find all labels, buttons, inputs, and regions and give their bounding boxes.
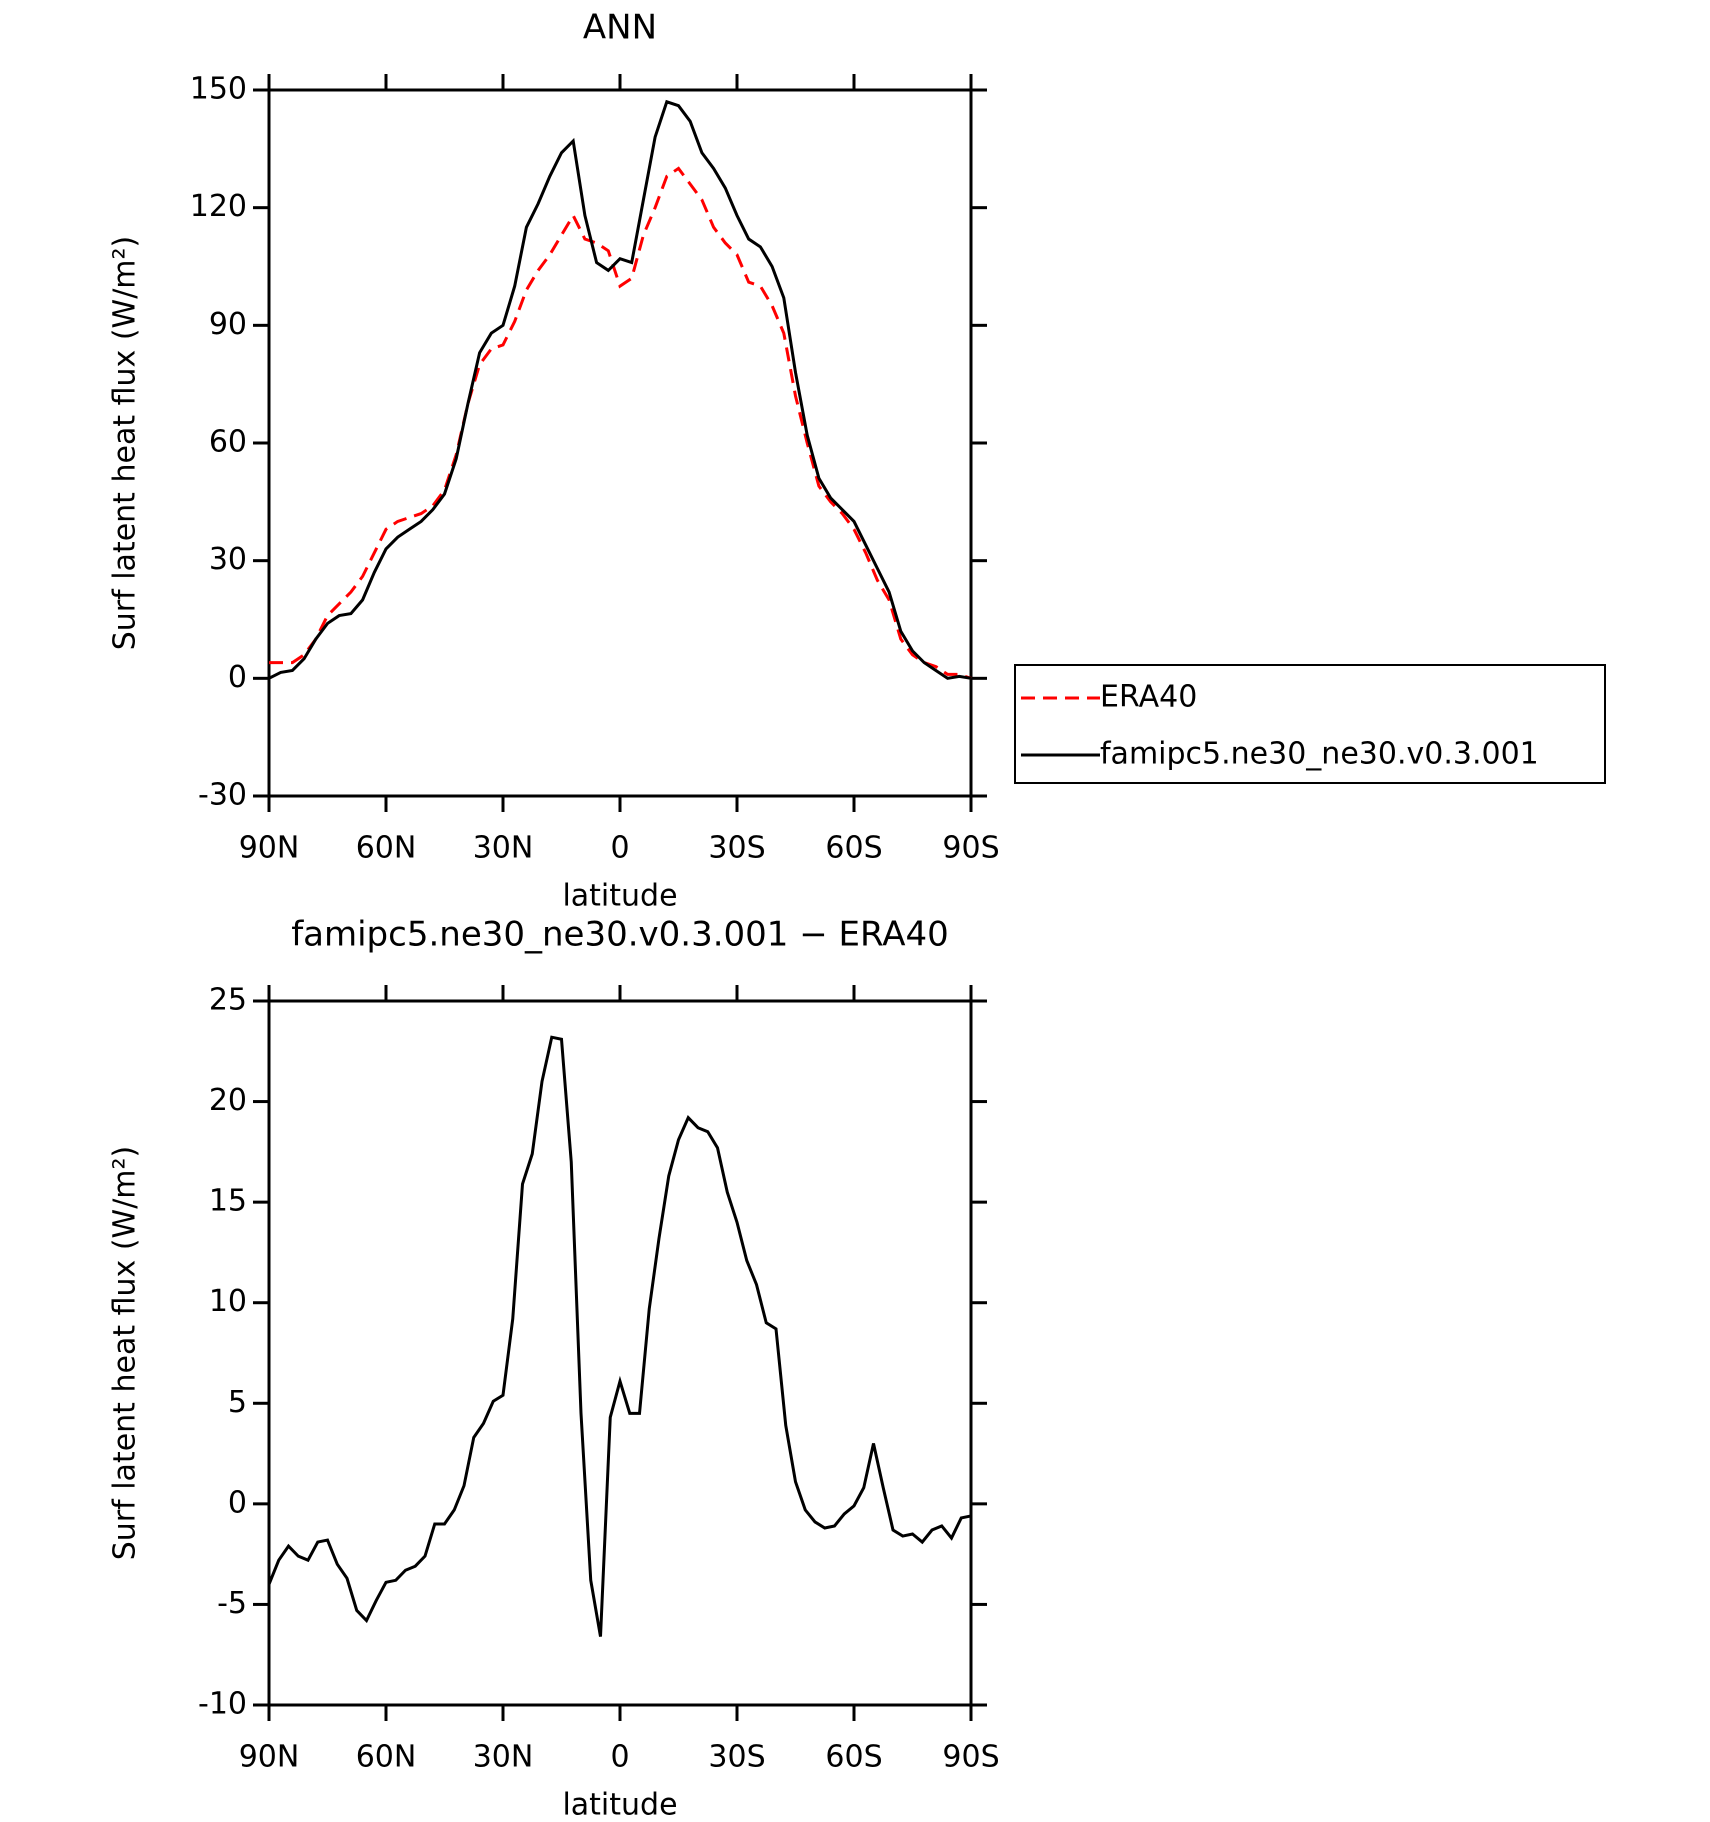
legend-label: ERA40 xyxy=(1100,680,1197,715)
x-axis-label: latitude xyxy=(562,879,677,914)
x-tick-label: 0 xyxy=(610,1740,629,1775)
x-axis-label: latitude xyxy=(562,1788,677,1822)
x-tick-label: 30N xyxy=(473,1740,534,1775)
y-tick-label: 20 xyxy=(209,1083,247,1118)
x-tick-label: 90S xyxy=(942,1740,999,1775)
x-tick-label: 90N xyxy=(239,1740,300,1775)
y-tick-label: 30 xyxy=(209,542,247,577)
y-tick-label: 0 xyxy=(228,660,247,695)
legend-label: famipc5.ne30_ne30.v0.3.001 xyxy=(1100,737,1539,772)
data-line xyxy=(269,166,972,680)
y-tick-label: 25 xyxy=(209,983,247,1018)
chart-title: famipc5.ne30_ne30.v0.3.001 − ERA40 xyxy=(291,915,949,955)
y-axis-label: Surf latent heat flux (W/m²) xyxy=(108,236,143,651)
x-tick-label: 0 xyxy=(610,831,629,866)
x-tick-label: 60N xyxy=(356,1740,417,1775)
y-tick-label: 60 xyxy=(209,425,247,460)
x-tick-label: 30S xyxy=(708,1740,765,1775)
x-tick-label: 60S xyxy=(825,1740,882,1775)
y-tick-label: 15 xyxy=(209,1184,247,1219)
y-axis-label: Surf latent heat flux (W/m²) xyxy=(108,1146,143,1561)
y-tick-label: 10 xyxy=(209,1284,247,1319)
x-tick-label: 90S xyxy=(942,831,999,866)
y-tick-label: 120 xyxy=(190,189,247,224)
y-tick-label: 90 xyxy=(209,307,247,342)
y-tick-label: 5 xyxy=(228,1385,247,1420)
y-tick-label: 0 xyxy=(228,1485,247,1520)
x-tick-label: 60N xyxy=(356,831,417,866)
x-tick-label: 30S xyxy=(708,831,765,866)
y-tick-label: 150 xyxy=(190,72,247,107)
plot-frame xyxy=(267,999,973,1707)
legend-box xyxy=(1014,664,1606,784)
y-tick-label: -30 xyxy=(198,778,247,813)
plot-frame xyxy=(267,88,973,798)
data-line xyxy=(268,99,972,680)
x-tick-label: 90N xyxy=(239,831,300,866)
y-tick-label: -5 xyxy=(217,1586,247,1621)
chart-title: ANN xyxy=(583,8,657,48)
y-tick-label: -10 xyxy=(198,1687,247,1722)
x-tick-label: 60S xyxy=(825,831,882,866)
data-line xyxy=(267,1035,972,1637)
x-tick-label: 30N xyxy=(473,831,534,866)
